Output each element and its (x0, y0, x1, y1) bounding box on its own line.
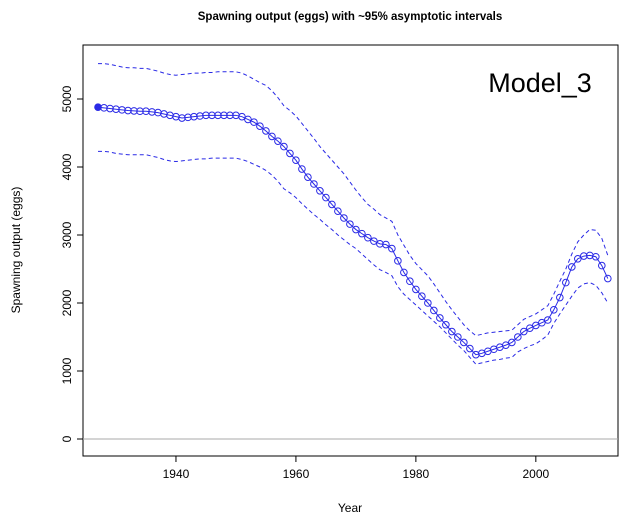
data-point (418, 292, 426, 300)
data-point (352, 225, 360, 234)
y-tick-label: 5000 (60, 85, 74, 112)
data-point (196, 112, 204, 120)
data-point (226, 111, 234, 120)
annotation: Model_3 (488, 68, 592, 98)
y-tick-label: 1000 (60, 357, 74, 384)
data-point (604, 274, 612, 283)
data-point (310, 180, 318, 188)
data-point (286, 149, 294, 158)
data-point (598, 261, 606, 270)
data-point (532, 321, 540, 330)
data-point (346, 220, 354, 228)
data-point (424, 299, 432, 307)
data-point (508, 338, 516, 347)
data-point (514, 333, 522, 341)
data-point (412, 285, 420, 294)
data-point (190, 112, 198, 121)
data-point (454, 333, 462, 341)
data-point (304, 173, 312, 181)
data-point (202, 111, 210, 120)
data-point (328, 200, 336, 209)
data-point (376, 240, 384, 248)
x-tick-label: 1940 (163, 467, 190, 481)
data-point (460, 338, 468, 347)
data-point (280, 142, 288, 151)
data-point (520, 327, 528, 336)
y-tick-label: 3000 (60, 221, 74, 248)
plot-frame (82, 44, 619, 457)
data-point (388, 244, 396, 253)
data-point (568, 263, 576, 271)
series-line (97, 106, 609, 356)
data-point (340, 214, 348, 222)
data-point (94, 103, 102, 111)
data-point (544, 316, 552, 324)
data-point (124, 106, 132, 115)
data-point (358, 229, 366, 238)
interval-line (97, 150, 609, 365)
data-point (298, 165, 306, 173)
interval-line (97, 63, 609, 337)
x-tick-label: 1960 (283, 467, 310, 481)
data-point (208, 111, 216, 120)
data-point (574, 254, 582, 263)
x-axis-label: Year (338, 501, 362, 515)
data-point (262, 127, 270, 135)
data-point (316, 186, 324, 195)
data-point (148, 108, 156, 116)
data-point (268, 132, 276, 141)
data-point (274, 137, 282, 145)
data-point (580, 252, 588, 260)
data-point (112, 105, 120, 113)
y-tick-label: 4000 (60, 153, 74, 180)
data-point (256, 122, 264, 130)
data-point (178, 114, 186, 122)
data-point (100, 104, 108, 112)
y-tick-label: 2000 (60, 289, 74, 316)
x-tick-label: 1980 (403, 467, 430, 481)
data-point (292, 156, 300, 164)
data-point (238, 112, 246, 121)
data-point (220, 111, 228, 120)
data-point (370, 237, 378, 245)
chart-title: Spawning output (eggs) with ~95% asympto… (198, 11, 502, 23)
data-point (334, 207, 342, 215)
data-point (550, 305, 558, 314)
data-point (448, 327, 456, 336)
data-point (502, 341, 510, 349)
x-tick-label: 2000 (522, 467, 549, 481)
data-point (250, 118, 258, 126)
data-point (118, 106, 126, 114)
data-point (136, 107, 144, 116)
data-point (184, 113, 192, 122)
data-point (400, 268, 408, 277)
y-tick-label: 0 (60, 435, 74, 442)
data-point (244, 115, 252, 124)
data-point (430, 306, 438, 315)
data-point (130, 107, 138, 115)
data-point (142, 107, 150, 116)
data-point (556, 293, 564, 302)
data-point (322, 193, 330, 202)
data-point (592, 252, 600, 261)
data-point (526, 324, 534, 332)
data-point (382, 240, 390, 249)
data-point (442, 320, 450, 329)
data-point (214, 111, 222, 120)
data-point (394, 257, 402, 265)
data-point (406, 277, 414, 286)
y-axis-label: Spawning output (eggs) (9, 187, 23, 314)
data-point (436, 314, 444, 322)
data-point (562, 278, 570, 287)
data-point (466, 344, 474, 353)
data-point (106, 104, 114, 113)
data-point (538, 318, 546, 327)
data-point (364, 233, 372, 242)
